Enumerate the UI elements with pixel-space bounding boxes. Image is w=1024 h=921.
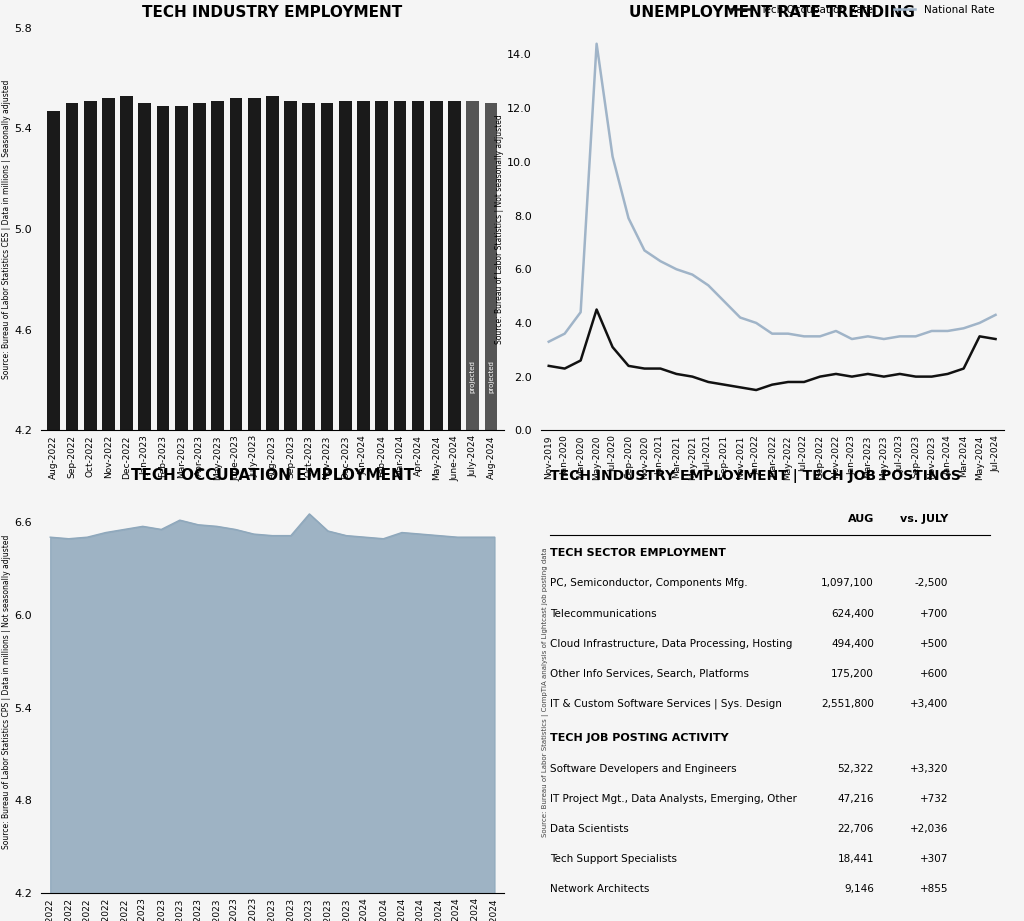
Bar [211,100,224,921]
Text: projected: projected [488,360,494,392]
Text: Network Architects: Network Architects [550,884,649,894]
Text: Software Developers and Engineers: Software Developers and Engineers [550,764,736,774]
Text: +732: +732 [920,794,948,804]
Text: TECH INDUSTRY EMPLOYMENT | TECH JOB POSTINGS: TECH INDUSTRY EMPLOYMENT | TECH JOB POST… [550,469,961,483]
Title: UNEMPLOYMENT RATE TRENDING: UNEMPLOYMENT RATE TRENDING [629,5,915,19]
Bar [266,96,279,921]
Y-axis label: Source: Bureau of Labor Statistics CPS | Data in millions | Not seasonally adjus: Source: Bureau of Labor Statistics CPS |… [2,535,11,849]
Title: TECH INDUSTRY EMPLOYMENT: TECH INDUSTRY EMPLOYMENT [142,5,402,19]
Text: 18,441: 18,441 [838,854,873,864]
Bar [229,99,243,921]
Text: Cloud Infrastructure, Data Processing, Hosting: Cloud Infrastructure, Data Processing, H… [550,639,793,648]
Text: +3,320: +3,320 [909,764,948,774]
Bar [449,100,461,921]
Title: TECH OCCUPATION EMPLOYMENT: TECH OCCUPATION EMPLOYMENT [131,468,414,483]
Text: AUG: AUG [848,514,873,524]
Bar [466,100,479,921]
Text: 2,551,800: 2,551,800 [821,699,873,709]
Text: Source: Bureau of Labor Statistics | CompTIA analysis of Lightcast job posting d: Source: Bureau of Labor Statistics | Com… [542,547,549,837]
Bar [102,99,115,921]
Text: IT & Custom Software Services | Sys. Design: IT & Custom Software Services | Sys. Des… [550,699,782,709]
Text: Other Info Services, Search, Platforms: Other Info Services, Search, Platforms [550,669,749,679]
Y-axis label: Source: Bureau of Labor Statistics | Not seasonally adjusted: Source: Bureau of Labor Statistics | Not… [496,114,504,344]
Bar [138,103,152,921]
Text: -2,500: -2,500 [914,578,948,589]
Text: Tech Support Specialists: Tech Support Specialists [550,854,677,864]
Text: 624,400: 624,400 [831,609,873,619]
Text: +600: +600 [920,669,948,679]
Text: Telecommunications: Telecommunications [550,609,656,619]
Bar [302,103,315,921]
Text: 47,216: 47,216 [838,794,873,804]
Bar [393,100,407,921]
Bar [321,103,334,921]
Text: Data Scientists: Data Scientists [550,824,629,834]
Legend: Tech Occupation Rate, National Rate: Tech Occupation Rate, National Rate [727,1,998,19]
Text: 175,200: 175,200 [831,669,873,679]
Bar [47,111,60,921]
Text: 22,706: 22,706 [838,824,873,834]
Text: +307: +307 [920,854,948,864]
Text: PC, Semiconductor, Components Mfg.: PC, Semiconductor, Components Mfg. [550,578,748,589]
Text: 494,400: 494,400 [831,639,873,648]
Text: TECH SECTOR EMPLOYMENT: TECH SECTOR EMPLOYMENT [550,548,726,558]
Bar [430,100,442,921]
Bar [285,100,297,921]
Bar [484,103,498,921]
Text: 1,097,100: 1,097,100 [821,578,873,589]
Bar [194,103,206,921]
Text: 9,146: 9,146 [844,884,873,894]
Bar [157,106,169,921]
Text: 52,322: 52,322 [838,764,873,774]
Y-axis label: Source: Bureau of Labor Statistics CES | Data in millions | Seasonally adjusted: Source: Bureau of Labor Statistics CES |… [2,79,11,379]
Bar [175,106,187,921]
Bar [248,99,260,921]
Text: +500: +500 [920,639,948,648]
Bar [375,100,388,921]
Bar [84,100,96,921]
Bar [120,96,133,921]
Bar [339,100,351,921]
Text: TECH JOB POSTING ACTIVITY: TECH JOB POSTING ACTIVITY [550,733,729,743]
Text: projected: projected [470,360,476,392]
Text: +700: +700 [920,609,948,619]
Text: IT Project Mgt., Data Analysts, Emerging, Other: IT Project Mgt., Data Analysts, Emerging… [550,794,797,804]
Text: +2,036: +2,036 [909,824,948,834]
Text: +3,400: +3,400 [909,699,948,709]
Bar [357,100,370,921]
Bar [66,103,78,921]
Bar [412,100,425,921]
Text: vs. JULY: vs. JULY [900,514,948,524]
Text: +855: +855 [920,884,948,894]
